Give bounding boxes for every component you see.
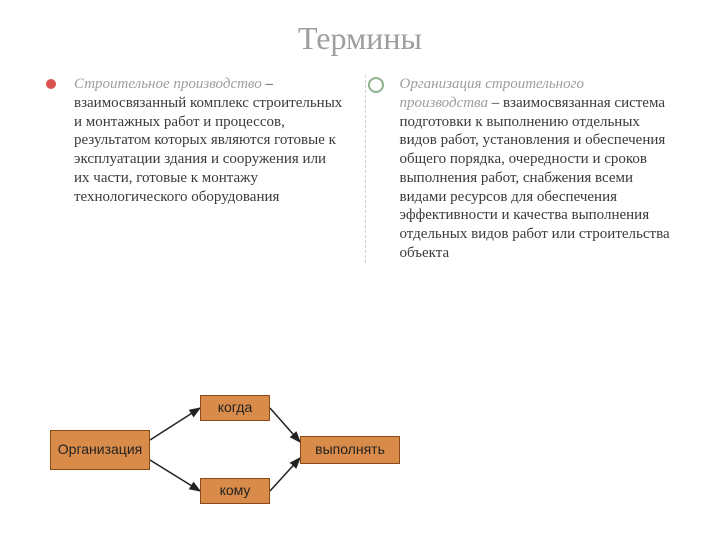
left-column: Строительное производство – взаимосвязан… — [40, 75, 365, 263]
left-term: Строительное производство — [74, 76, 262, 92]
right-body: взаимосвязанная система подготовки к вып… — [400, 95, 670, 261]
diagram-edge — [150, 460, 200, 491]
right-paragraph: Организация строительного производства –… — [400, 75, 671, 263]
diagram-node-when: когда — [200, 395, 270, 421]
diagram-node-do: выполнять — [300, 436, 400, 464]
left-dash: – — [262, 76, 273, 92]
page-title: Термины — [40, 20, 680, 57]
bullet-ring-icon — [368, 77, 384, 93]
columns: Строительное производство – взаимосвязан… — [40, 75, 680, 263]
right-column: Организация строительного производства –… — [365, 75, 681, 263]
slide: Термины Строительное производство – взаи… — [0, 0, 720, 540]
left-body: взаимосвязанный комплекс строительных и … — [74, 95, 342, 205]
diagram-node-who: кому — [200, 478, 270, 504]
diagram: Организация когда кому выполнять — [50, 390, 430, 520]
diagram-edge — [150, 408, 200, 440]
diagram-edge — [270, 458, 300, 491]
diagram-node-org: Организация — [50, 430, 150, 470]
bullet-dot-icon — [46, 79, 56, 89]
right-dash: – — [488, 95, 503, 111]
diagram-edge — [270, 408, 300, 442]
left-paragraph: Строительное производство – взаимосвязан… — [74, 75, 345, 206]
